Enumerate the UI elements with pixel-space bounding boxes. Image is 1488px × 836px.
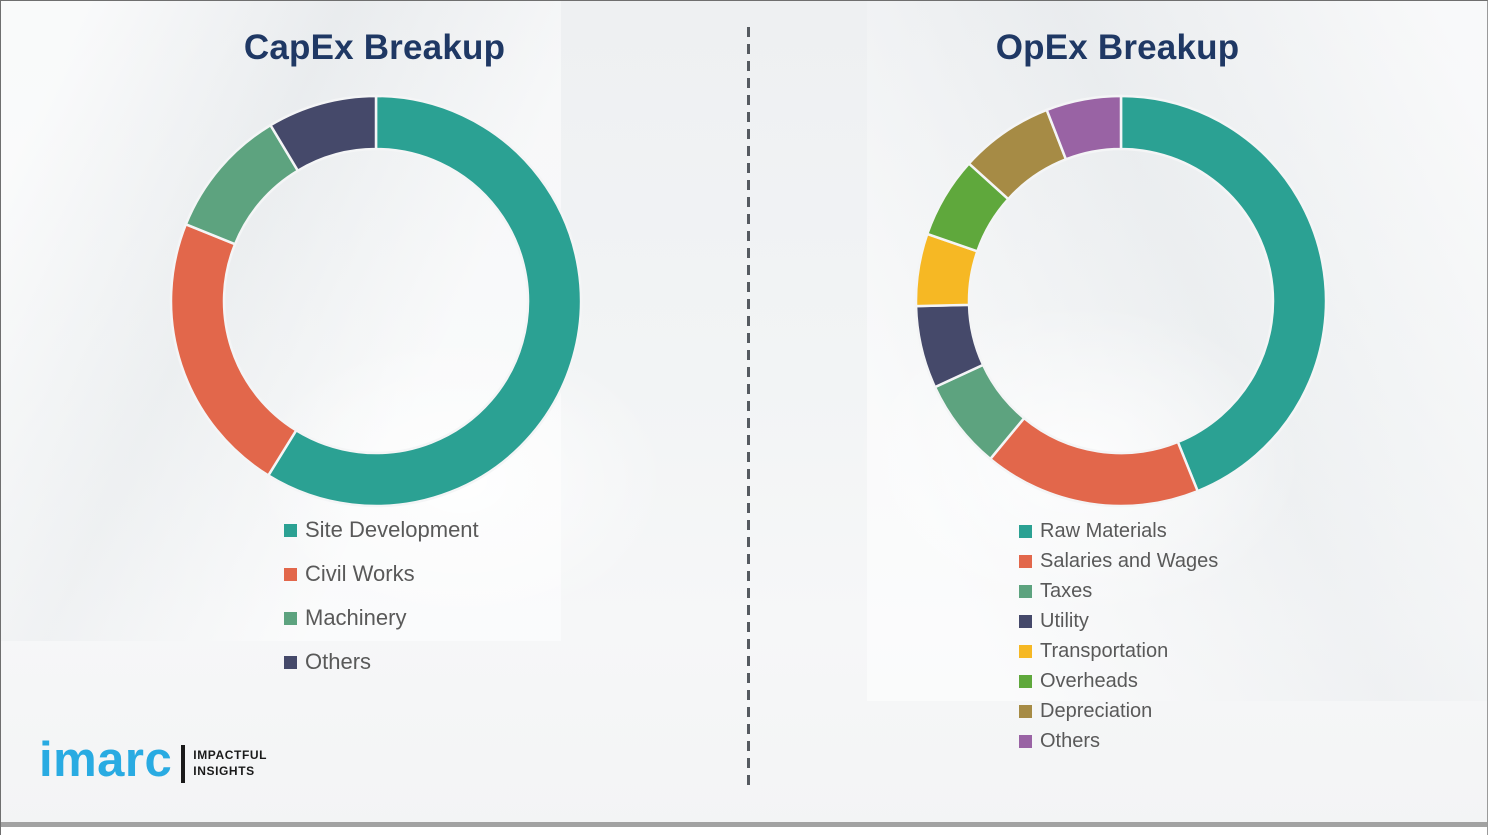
opex-donut-chart [914, 94, 1328, 508]
legend-label-raw-materials: Raw Materials [1040, 519, 1167, 542]
legend-label-others: Others [305, 649, 372, 674]
legend-marker-others [1019, 734, 1032, 748]
capex-legend: Site Development Civil Works Machinery Othe… [284, 508, 479, 684]
donut-segment-others [268, 94, 378, 173]
legend-label-site-development: Site Development [305, 517, 479, 542]
legend-item-depreciation: Depreciation [1019, 696, 1218, 726]
legend-marker-transportation [1019, 644, 1032, 658]
donut-segment-raw-materials [1119, 94, 1328, 493]
donut-segment-others [1045, 94, 1123, 161]
legend-marker-overheads [1019, 674, 1032, 688]
legend-marker-machinery [284, 611, 297, 625]
capex-chart-title: CapEx Breakup [243, 28, 506, 67]
donut-segment-salaries-and-wages [988, 416, 1200, 508]
legend-item-others: Others [1019, 726, 1218, 756]
legend-marker-utility [1019, 614, 1032, 628]
legend-label-utility: Utility [1040, 609, 1089, 632]
legend-label-others: Others [1040, 729, 1101, 752]
tagline-line-2: INSIGHTS [193, 763, 255, 778]
legend-label-depreciation: Depreciation [1040, 699, 1153, 722]
donut-segment-site-development [266, 94, 583, 508]
imarc-logo-wordmark: imarc [39, 733, 173, 787]
legend-item-utility: Utility [1019, 606, 1218, 636]
legend-label-machinery: Machinery [305, 605, 407, 630]
legend-item-salaries-and-wages: Salaries and Wages [1019, 546, 1218, 576]
imarc-logo: imarc IMPACTFUL INSIGHTS [39, 733, 267, 788]
legend-label-transportation: Transportation [1040, 639, 1169, 662]
legend-item-civil-works: Civil Works [284, 552, 479, 596]
legend-label-civil-works: Civil Works [305, 561, 415, 586]
capex-donut-chart [169, 94, 583, 508]
logo-tagline: IMPACTFUL INSIGHTS [193, 748, 267, 779]
legend-label-salaries-and-wages: Salaries and Wages [1040, 549, 1219, 572]
legend-item-site-development: Site Development [284, 508, 479, 552]
legend-marker-salaries-and-wages [1019, 554, 1032, 568]
legend-item-machinery: Machinery [284, 596, 479, 640]
legend-marker-civil-works [284, 567, 297, 581]
opex-legend: Raw Materials Salaries and Wages Taxes Util… [1019, 516, 1218, 756]
legend-marker-others [284, 655, 297, 669]
logo-separator-bar [181, 744, 186, 783]
legend-label-taxes: Taxes [1040, 579, 1093, 602]
legend-marker-depreciation [1019, 704, 1032, 718]
legend-marker-taxes [1019, 584, 1032, 598]
legend-item-raw-materials: Raw Materials [1019, 516, 1218, 546]
donut-segment-civil-works [169, 222, 298, 478]
legend-marker-site-development [284, 523, 297, 537]
legend-item-taxes: Taxes [1019, 576, 1218, 606]
legend-item-overheads: Overheads [1019, 666, 1218, 696]
dashed-divider [747, 27, 750, 791]
bottom-white-strip [1, 827, 1487, 835]
legend-item-transportation: Transportation [1019, 636, 1218, 666]
legend-item-others: Others [284, 640, 479, 684]
legend-marker-raw-materials [1019, 524, 1032, 538]
tagline-line-1: IMPACTFUL [193, 747, 268, 762]
bottom-gray-bar [1, 822, 1487, 827]
legend-label-overheads: Overheads [1040, 669, 1138, 692]
opex-chart-title: OpEx Breakup [995, 28, 1240, 67]
